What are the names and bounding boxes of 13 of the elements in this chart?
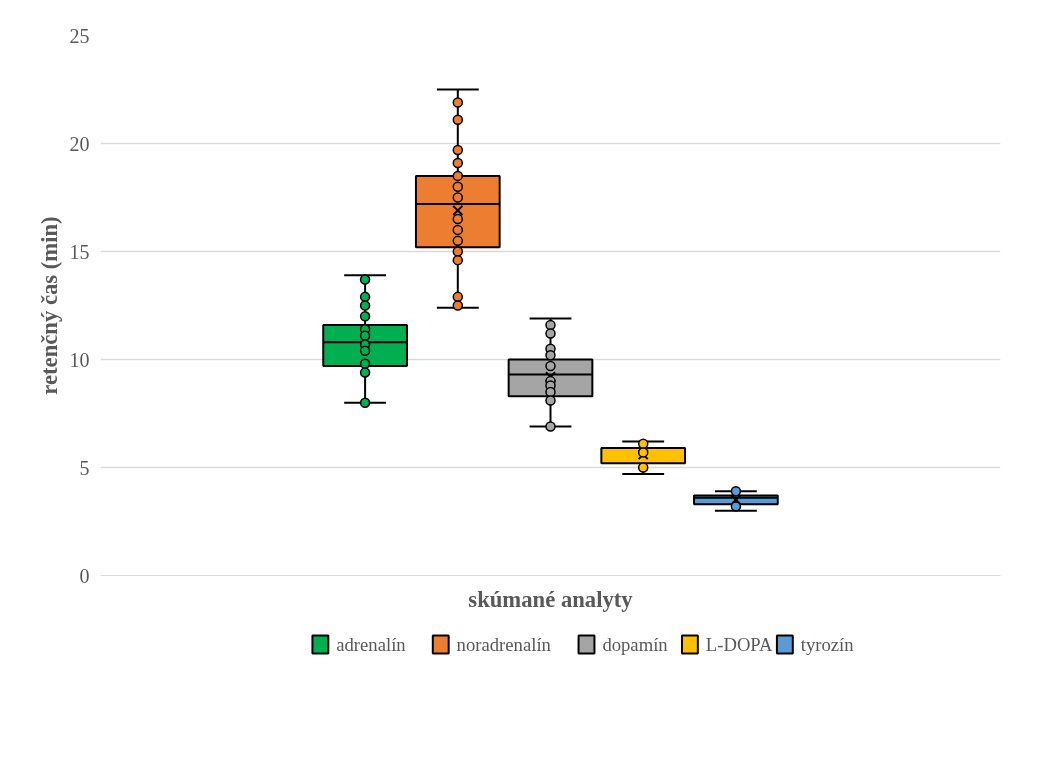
legend-label: adrenalín	[336, 634, 407, 655]
y-tick-label: 15	[69, 240, 90, 263]
legend-label: L-DOPA	[705, 634, 774, 655]
y-tick-label: 10	[69, 348, 90, 371]
legend-label: tyrozín	[800, 634, 855, 655]
y-tick-label: 25	[69, 24, 90, 47]
legend-label: noradrenalín	[456, 634, 552, 655]
y-tick-label: 5	[79, 456, 90, 479]
y-axis-title: retenčný čas (min)	[36, 216, 62, 395]
x-axis-title: skúmané analyty	[468, 586, 634, 612]
y-tick-label: 0	[79, 564, 90, 587]
legend-label: dopamín	[602, 634, 669, 655]
y-tick-label: 20	[69, 132, 90, 155]
